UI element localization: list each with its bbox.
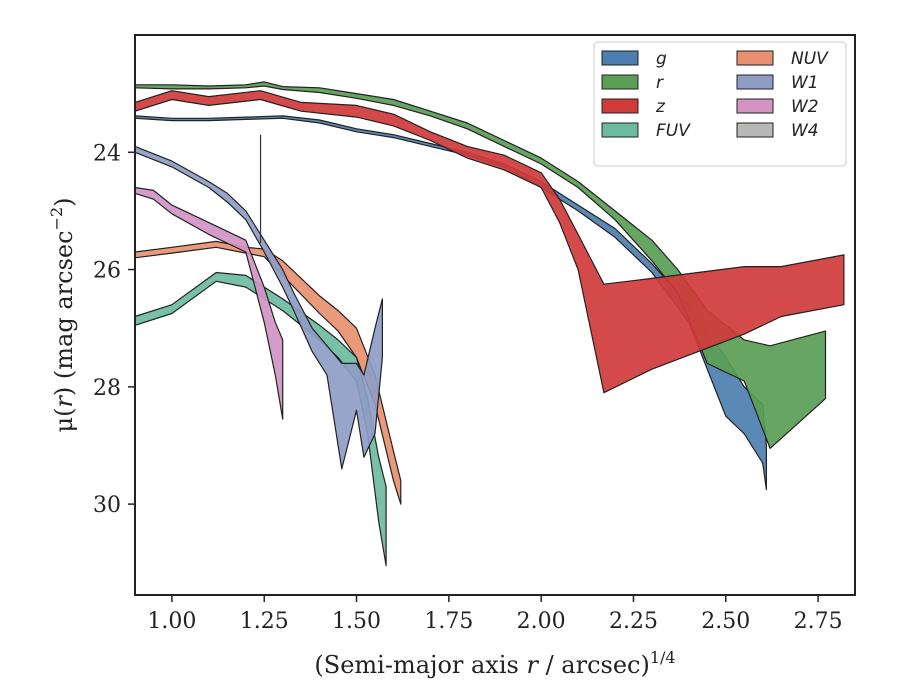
legend-items: grz FUV NUV W1 W2 W4 <box>601 49 829 141</box>
legend-label-fuv: FUV <box>656 121 691 141</box>
legend-label-g: g <box>656 49 667 69</box>
x-tick-label: 1.50 <box>332 609 381 634</box>
x-tick-label: 2.75 <box>794 609 843 634</box>
y-tick-label: 26 <box>93 259 121 284</box>
legend-label-w2: W2 <box>791 97 819 117</box>
legend-swatch-w2 <box>736 98 774 114</box>
series-w2-band <box>134 186 284 420</box>
x-tick-label: 1.75 <box>424 609 473 634</box>
legend: grz FUV NUV W1 W2 W4 <box>593 41 847 167</box>
y-tick-label: 24 <box>93 141 121 166</box>
series-r-band <box>134 81 827 449</box>
x-axis-label: (Semi-major axis r / arcsec)1/4 <box>314 648 675 679</box>
y-tick-label: 30 <box>93 493 121 518</box>
plot-frame <box>134 34 856 596</box>
series-g-band <box>134 115 768 491</box>
legend-swatch-r <box>601 74 639 90</box>
x-tick-label: 2.00 <box>517 609 566 634</box>
y-axis-label: μ(r) (mag arcsec−2) <box>47 197 78 432</box>
x-tick-label: 2.25 <box>609 609 658 634</box>
legend-swatch-w1 <box>736 74 774 90</box>
y-tick-label: 28 <box>93 376 121 401</box>
x-tick-label: 1.00 <box>147 609 196 634</box>
legend-label-z: z <box>655 97 666 117</box>
legend-swatch-w4 <box>736 122 774 138</box>
legend-swatch-nuv <box>736 50 774 66</box>
series-bands <box>134 81 845 567</box>
legend-swatch-g <box>601 50 639 66</box>
series-fuv-band <box>134 271 387 567</box>
series-w1-band <box>134 145 383 470</box>
series-z-band <box>134 90 845 394</box>
x-tick-label: 2.50 <box>701 609 750 634</box>
legend-swatch-z <box>601 98 639 114</box>
y-axis: 24 26 28 30 <box>93 141 135 518</box>
legend-swatch-fuv <box>601 122 639 138</box>
legend-box <box>593 41 847 167</box>
x-axis: 1.00 1.25 1.50 1.75 2.00 2.25 2.50 2.75 <box>147 595 843 634</box>
x-tick-label: 1.25 <box>240 609 289 634</box>
legend-label-w1: W1 <box>791 73 819 93</box>
legend-label-w4: W4 <box>791 121 819 141</box>
legend-label-nuv: NUV <box>791 49 829 69</box>
legend-label-r: r <box>656 73 664 93</box>
